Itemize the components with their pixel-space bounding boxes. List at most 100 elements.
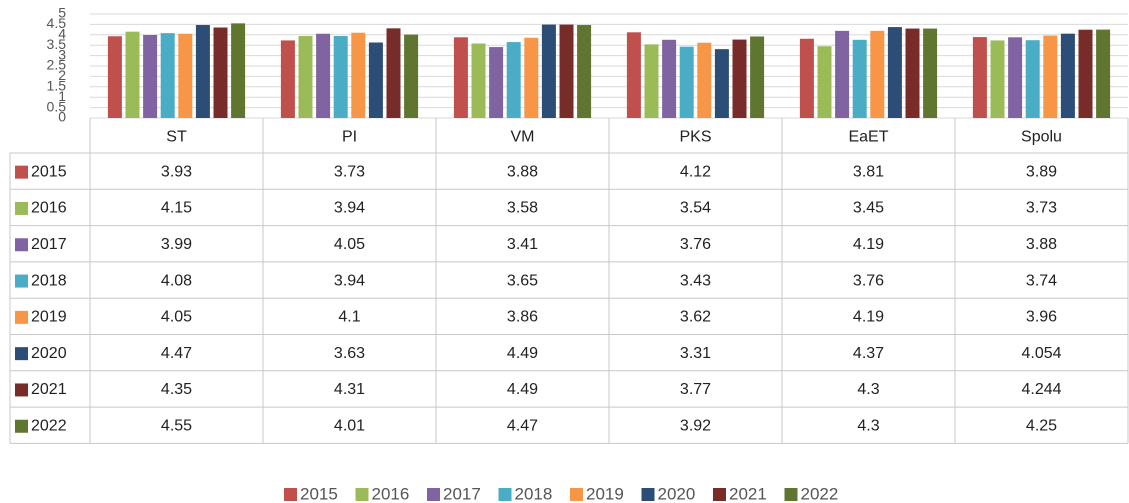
table-cell: 3.41 (507, 236, 538, 253)
bar (231, 23, 246, 118)
bar (298, 36, 313, 118)
bar (887, 27, 902, 118)
bar (1025, 40, 1040, 118)
table-cell: 3.54 (680, 200, 711, 217)
table-cell: 4.05 (161, 309, 192, 326)
y-tick-label: 1 (58, 88, 66, 104)
bar (852, 39, 867, 118)
table-cell: 4.3 (857, 381, 879, 398)
legend-label: 2018 (515, 484, 553, 503)
table-cell: 3.81 (853, 163, 884, 180)
bar (714, 49, 729, 118)
bar (870, 30, 885, 118)
column-header: PKS (679, 129, 711, 146)
row-header: 2021 (31, 381, 67, 398)
table-cell: 4.05 (334, 236, 365, 253)
column-header: Spolu (1021, 129, 1062, 146)
table-cell: 4.054 (1021, 345, 1061, 362)
bar (835, 30, 850, 118)
y-tick-label: 3 (58, 46, 66, 62)
table-cell: 3.31 (680, 345, 711, 362)
table-cell: 3.65 (507, 272, 538, 289)
row-header: 2020 (31, 345, 67, 362)
legend-label: 2020 (658, 484, 696, 503)
table-cell: 3.62 (680, 309, 711, 326)
legend-key (784, 488, 798, 501)
legend-label: 2019 (586, 484, 624, 503)
table-cell: 4.19 (853, 236, 884, 253)
table-cell: 4.37 (853, 345, 884, 362)
bar (1096, 29, 1111, 119)
bar (506, 42, 521, 118)
table-cell: 3.77 (680, 381, 711, 398)
legend-label: 2022 (801, 484, 839, 503)
table-cell: 4.15 (161, 200, 192, 217)
table-cell: 3.93 (161, 163, 192, 180)
legend-label: 2017 (443, 484, 481, 503)
y-tick-label: 3.5 (47, 36, 67, 52)
bar (644, 44, 659, 119)
table-cell: 3.73 (334, 163, 365, 180)
bar (697, 42, 712, 119)
bar (577, 25, 592, 118)
legend-key (15, 310, 28, 324)
legend-key (355, 488, 369, 501)
bar (559, 24, 574, 118)
bar (489, 47, 504, 118)
table-cell: 4.244 (1021, 381, 1061, 398)
bar (799, 38, 814, 118)
row-header: 2022 (31, 417, 67, 434)
bar (368, 42, 383, 118)
table-cell: 4.49 (507, 345, 538, 362)
bar (662, 39, 677, 118)
table-cell: 3.89 (1026, 163, 1057, 180)
table-cell: 3.94 (334, 200, 365, 217)
bar (905, 28, 920, 119)
table-cell: 3.45 (853, 200, 884, 217)
column-header: EaET (848, 129, 888, 146)
table-cell: 3.76 (853, 272, 884, 289)
y-tick-label: 2.5 (47, 57, 67, 73)
bar (195, 25, 210, 118)
legend-key (284, 488, 297, 501)
y-tick-label: 0 (58, 109, 66, 125)
table-cell: 3.63 (334, 345, 365, 362)
column-header: VM (511, 129, 535, 146)
legend-key (15, 383, 28, 397)
legend-key (570, 488, 583, 501)
row-header: 2017 (31, 236, 67, 253)
bar (990, 40, 1005, 118)
y-tick-label: 0.5 (47, 98, 67, 114)
bar (125, 31, 140, 118)
bar (178, 33, 193, 119)
table-cell: 4.31 (334, 381, 365, 398)
table-cell: 3.99 (161, 236, 192, 253)
bar (679, 46, 694, 118)
column-header: PI (342, 129, 357, 146)
bar (213, 27, 228, 118)
bar (1043, 35, 1058, 118)
bar (541, 24, 556, 118)
bar (750, 36, 765, 118)
bar (160, 33, 175, 118)
bar (923, 28, 938, 119)
table-cell: 3.58 (507, 200, 538, 217)
bar (280, 40, 295, 118)
y-tick-label: 4 (58, 26, 66, 42)
legend-key (713, 488, 726, 501)
table-cell: 3.94 (334, 272, 365, 289)
y-tick-label: 2 (58, 67, 66, 83)
bar (524, 37, 539, 118)
bar (404, 34, 419, 119)
bar (351, 32, 366, 118)
bar (333, 36, 348, 118)
bar (972, 37, 987, 119)
y-tick-label: 5 (58, 5, 66, 21)
table-cell: 4.3 (857, 417, 879, 434)
table-cell: 4.1 (338, 309, 360, 326)
bar (626, 32, 641, 118)
bar (143, 35, 158, 119)
table-cell: 4.35 (161, 381, 192, 398)
legend-label: 2016 (372, 484, 410, 503)
